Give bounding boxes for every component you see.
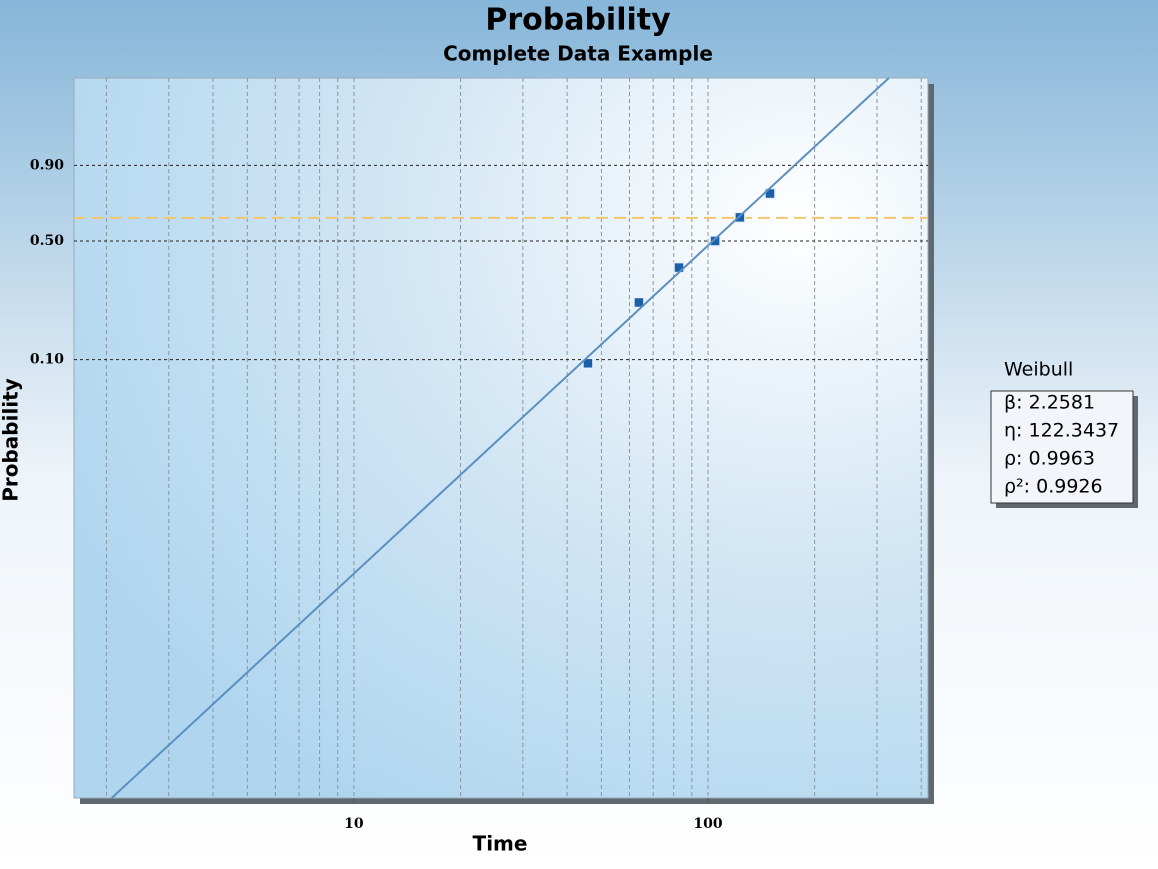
legend-entry: ρ: 0.9963 [1004, 448, 1095, 470]
legend-entry: ρ²: 0.9926 [1004, 476, 1103, 498]
legend-entry: β: 2.2581 [1004, 392, 1095, 414]
data-point [709, 235, 721, 247]
chart-subtitle: Complete Data Example [443, 42, 713, 66]
y-axis-label: Probability [0, 378, 23, 502]
y-tick-label: 0.90 [30, 157, 64, 173]
data-point [633, 296, 645, 309]
x-axis-label: Time [473, 832, 528, 856]
legend-entry: η: 122.3437 [1004, 420, 1119, 442]
legend-box [990, 390, 1134, 504]
chart-title: Probability [485, 3, 671, 38]
x-tick-label: 100 [693, 816, 722, 832]
x-tick-label: 10 [344, 816, 364, 832]
y-tick-label: 0.10 [30, 352, 64, 368]
data-point [582, 357, 594, 370]
fit-line [111, 77, 890, 799]
y-tick-label: 0.50 [30, 233, 64, 249]
legend-title: Weibull [1004, 359, 1073, 381]
